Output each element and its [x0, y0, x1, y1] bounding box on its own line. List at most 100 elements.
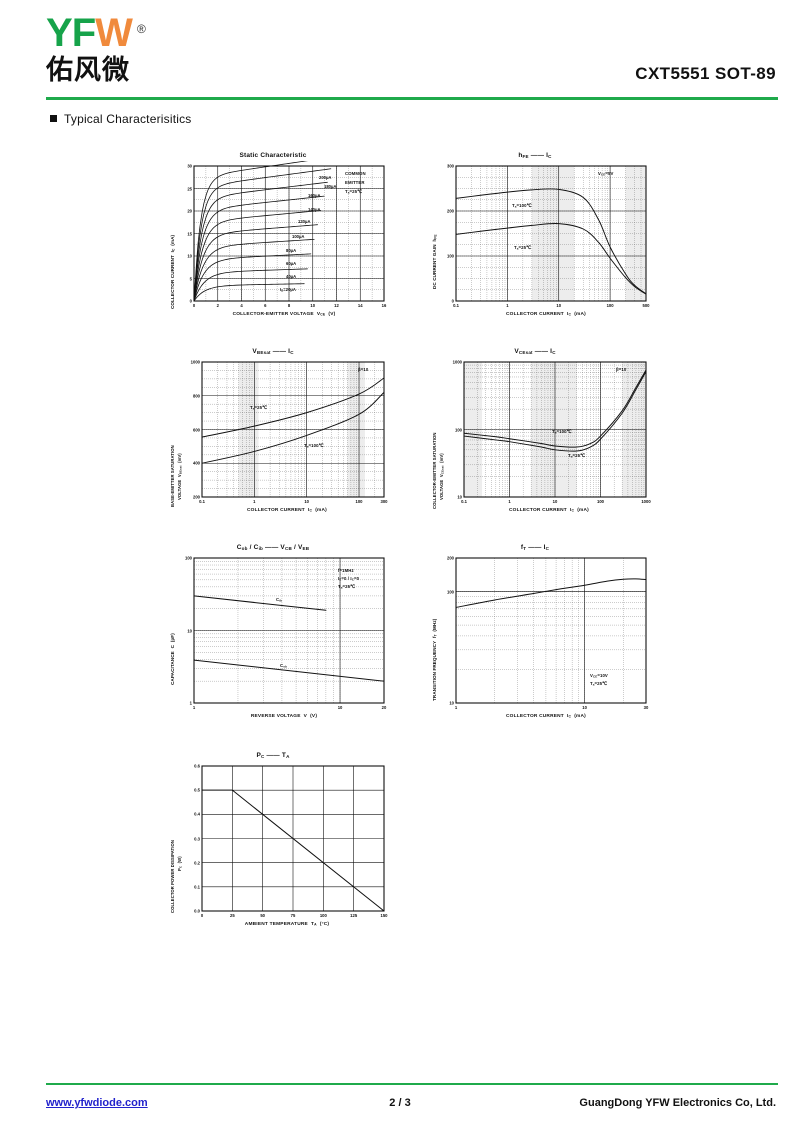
y-tick-label: 200: [447, 208, 454, 214]
x-tick-label: 1: [506, 303, 509, 308]
chart-ft-vs-ic: fT —— IC TRANSITION FREQUENCY fT (MHz) 1…: [420, 542, 650, 719]
x-tick-label: 12: [334, 303, 339, 308]
chart-power-derating: PC —— TA COLLECTOR POWER DISSIPATION PC …: [158, 750, 388, 927]
chart-title: VCEsat —— IC: [514, 348, 556, 355]
curve-label-ta-100c: Ta=100℃: [304, 443, 324, 449]
x-tick-label: 0: [200, 913, 204, 918]
plot-area: CAPACITANCE C (pF) 1 10 20 1 10 100 f=1MHz IE=0…: [170, 553, 388, 713]
curve-label-ta-100c: Ta=100℃: [552, 429, 572, 435]
x-axis-label: COLLECTOR CURRENT IC (mA): [509, 508, 589, 513]
x-axis-label: COLLECTOR CURRENT IC (mA): [506, 312, 586, 317]
x-tick-label: 50: [260, 913, 265, 918]
x-tick-label: 16: [381, 303, 387, 308]
footer-divider: [46, 1082, 778, 1085]
website-link[interactable]: www.yfwdiode.com: [46, 1097, 148, 1109]
x-tick-label: 300: [380, 499, 388, 504]
plot-area: BASE-EMITTER SATURATION VOLTAGE VBEsat (…: [170, 357, 388, 508]
y-tick-label: 100: [185, 555, 192, 561]
x-tick-label: 0: [192, 303, 196, 308]
x-tick-label: 1: [192, 705, 196, 710]
x-tick-label: 100: [606, 303, 614, 308]
x-tick-label: 1: [253, 499, 256, 504]
annotation-common: COMMON: [345, 171, 366, 176]
y-tick-label: 10: [187, 253, 192, 259]
annotation-beta: β=10: [616, 367, 627, 372]
logo-letter-w: W: [95, 11, 133, 55]
x-tick-label: 0.1: [461, 499, 467, 504]
plot-area: COLLECTOR CURRENT IC (mA) 0 2 4 6 8 10 12 14 16 0…: [170, 161, 388, 311]
part-number: CXT5551 SOT-89: [635, 64, 776, 83]
y-tick-label: 5: [189, 276, 192, 281]
x-axis-label: AMBIENT TEMPERATURE TA (°C): [244, 922, 330, 927]
x-tick-label: 0.1: [453, 303, 459, 308]
y-tick-label: 200: [193, 494, 200, 500]
curve-label-ta-25c: Ta=25℃: [568, 453, 586, 459]
plot-area: TRANSITION FREQUENCY fT (MHz) 1 10 30 10 100…: [432, 553, 650, 713]
company-logo: YFW ® 佑风微: [46, 11, 146, 85]
chart-hfe-vs-ic: hFE —— IC DC CURRENT GAIN hFE 0.1 1 10 100 5…: [420, 150, 650, 317]
x-tick-label: 100: [355, 499, 363, 504]
curve-label-ta-100c: Ta=100℃: [512, 203, 532, 209]
x-tick-label: 20: [381, 705, 387, 710]
bullet-square-icon: [50, 115, 57, 122]
section-title: Typical Characterisitics: [50, 112, 192, 126]
section-title-label: Typical Characterisitics: [64, 112, 192, 126]
x-axis-label: REVERSE VOLTAGE V (V): [250, 714, 318, 719]
x-tick-label: 1: [454, 705, 458, 710]
y-tick-label: 0.1: [194, 884, 200, 890]
y-tick-label: 200: [447, 555, 454, 561]
y-axis-label: COLLECTOR CURRENT IC (mA): [170, 234, 176, 309]
curve-label-ib-40µA: 40µA: [286, 274, 297, 279]
chart-title: Static Characteristic: [239, 152, 307, 159]
chart-title: hFE —— IC: [518, 152, 552, 159]
y-tick-label: 20: [187, 208, 192, 214]
chart-title: PC —— TA: [256, 752, 290, 759]
x-tick-label: 10: [304, 499, 310, 504]
y-axis-label: COLLECTOR POWER DISSIPATION: [170, 840, 175, 913]
header-divider: [46, 97, 778, 100]
x-tick-label: 6: [264, 303, 267, 308]
y-tick-label: 1: [189, 700, 192, 706]
y-tick-label: 10: [449, 700, 454, 706]
y-tick-label: 400: [193, 460, 200, 466]
x-tick-label: 150: [380, 913, 388, 918]
x-tick-label: 0.1: [199, 499, 205, 504]
y-tick-label: 0.5: [194, 787, 200, 793]
curve-label-ib-120µA: 120µA: [298, 219, 311, 224]
chart-vbesat-vs-ic: VBEsat —— IC BASE-EMITTER SATURATION VOL…: [158, 346, 388, 513]
y-tick-label: 0.3: [194, 836, 200, 841]
y-tick-label: 15: [187, 231, 192, 236]
chart-vcesat-vs-ic: VCEsat —— IC COLLECTOR-EMITTER SATURATIO…: [420, 346, 651, 513]
annotation-vce: VCE=5V: [598, 171, 614, 177]
y-tick-label: 100: [455, 427, 462, 432]
logo-letter-f: F: [71, 11, 96, 55]
x-tick-label: 125: [350, 913, 358, 918]
x-tick-label: 14: [357, 303, 363, 308]
y-tick-label: 30: [187, 163, 192, 169]
y-axis-label: TRANSITION FREQUENCY fT (MHz): [432, 618, 438, 701]
chart-title: fT —— IC: [520, 544, 550, 551]
chart-capacitance: Cob / Cib —— VCB / VEB CAPACITANCE C (pF…: [158, 542, 388, 719]
y-tick-label: 0.2: [194, 860, 200, 866]
chart-static-characteristic: Static Characteristic COLLECTOR CURRENT …: [158, 150, 388, 317]
curve-label-ib-100µA: 100µA: [292, 234, 305, 239]
annotation-frequency: f=1MHz: [338, 568, 354, 573]
annotation-beta: β=10: [358, 367, 369, 372]
x-tick-label: 10: [310, 303, 316, 308]
logo-letter-y: Y: [46, 11, 73, 55]
x-tick-label: 10: [337, 705, 343, 710]
y-tick-label: 0.6: [194, 763, 200, 769]
y-axis-label-2: PC (W): [177, 856, 183, 871]
annotation-emitter: EMITTER: [345, 180, 365, 185]
y-axis-label: COLLECTOR-EMITTER SATURATION: [432, 432, 437, 509]
plot-area: COLLECTOR-EMITTER SATURATION VOLTAGE VCE…: [432, 357, 651, 510]
annotation-temperature: Ta=25℃: [590, 681, 608, 687]
chart-title: Cob / Cib —— VCB / VEB: [236, 544, 310, 551]
y-tick-label: 0.4: [194, 811, 200, 817]
y-tick-label: 0: [451, 298, 454, 304]
curve-label-ta-25c: Ta=25℃: [250, 405, 268, 411]
curve-label-ib-20µA: IB=20µA: [280, 287, 296, 293]
y-tick-label: 10: [457, 494, 462, 500]
curve-label-cib: Cib: [276, 597, 283, 603]
x-tick-label: 30: [643, 705, 649, 710]
